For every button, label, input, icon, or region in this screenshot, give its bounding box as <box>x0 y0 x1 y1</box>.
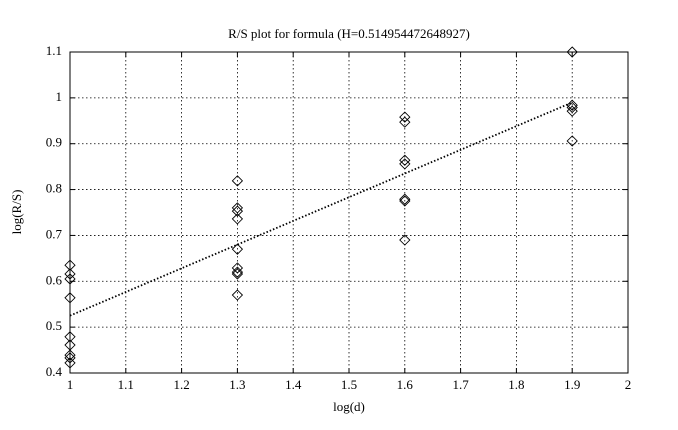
data-point <box>566 101 578 114</box>
data-point <box>566 135 578 147</box>
x-tick-label: 1 <box>67 377 74 392</box>
data-point <box>399 158 411 170</box>
y-tick-label: 0.8 <box>46 181 62 196</box>
data-point <box>64 259 76 271</box>
data-point <box>399 154 411 166</box>
data-point <box>399 234 411 246</box>
data-point <box>566 105 578 117</box>
chart-title: R/S plot for formula (H=0.51495447264892… <box>228 26 470 41</box>
y-axis-label: log(R/S) <box>9 190 24 235</box>
x-tick-label: 1.7 <box>452 377 469 392</box>
x-tick-label: 1.4 <box>285 377 302 392</box>
x-tick-label: 1.6 <box>397 377 414 392</box>
data-point <box>399 193 411 205</box>
y-tick-label: 0.9 <box>46 135 62 150</box>
x-axis-label: log(d) <box>333 399 365 414</box>
data-point <box>231 213 244 225</box>
y-tick-label: 0.6 <box>46 272 63 287</box>
y-tick-label: 0.7 <box>46 226 63 241</box>
data-point <box>64 273 76 285</box>
y-tick-label: 0.4 <box>46 364 63 379</box>
data-point <box>231 205 244 217</box>
y-tick-label: 1 <box>56 89 63 104</box>
x-tick-label: 1.3 <box>229 377 245 392</box>
x-tick-label: 1.2 <box>173 377 189 392</box>
data-point <box>399 111 411 123</box>
data-point <box>231 289 244 301</box>
data-point <box>566 46 578 58</box>
data-point <box>231 202 244 214</box>
data-point <box>231 266 244 278</box>
data-point <box>64 352 76 364</box>
y-tick-label: 0.5 <box>46 318 62 333</box>
data-point <box>64 268 76 280</box>
data-point <box>399 116 411 128</box>
data-point <box>64 357 76 369</box>
x-tick-label: 2 <box>625 377 632 392</box>
data-point <box>231 243 244 255</box>
data-point <box>231 268 244 280</box>
data-point <box>231 262 244 274</box>
x-tick-label: 1.9 <box>564 377 580 392</box>
data-point <box>231 175 244 187</box>
plot-frame <box>69 51 629 374</box>
y-tick-label: 1.1 <box>46 43 62 58</box>
data-point <box>64 349 76 361</box>
x-tick-label: 1.1 <box>118 377 134 392</box>
data-point <box>399 195 411 207</box>
data-point <box>64 292 76 304</box>
data-point <box>64 331 76 343</box>
x-tick-label: 1.5 <box>341 377 357 392</box>
x-tick-label: 1.8 <box>508 377 524 392</box>
data-point <box>566 99 578 111</box>
